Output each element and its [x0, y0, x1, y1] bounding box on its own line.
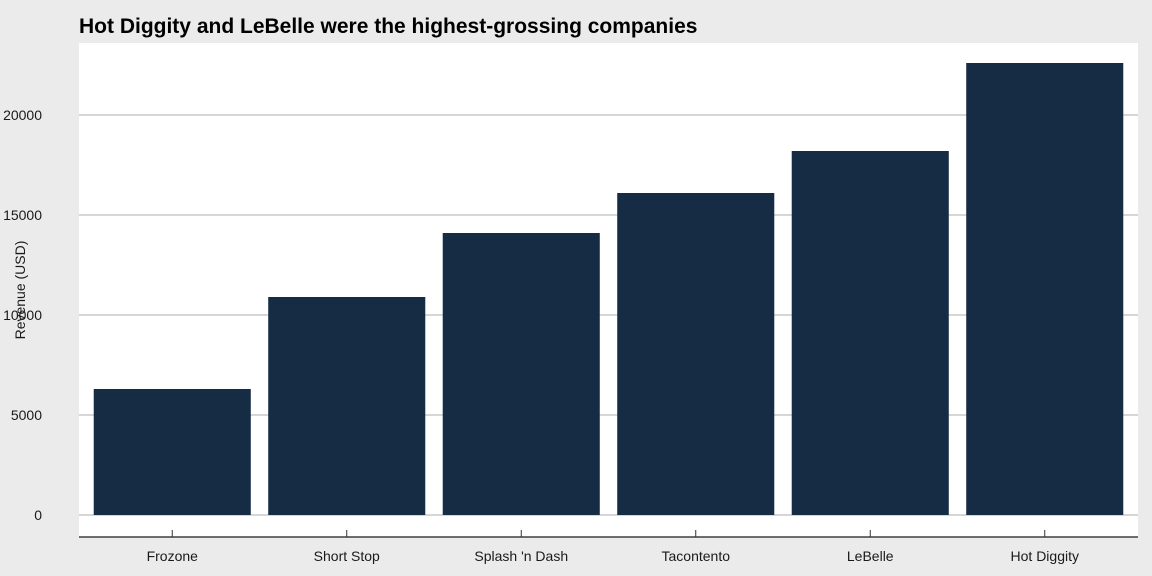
- y-axis: 0 5000 10000 15000 20000: [3, 107, 42, 523]
- x-tick-label: Short Stop: [314, 548, 380, 564]
- y-tick-label: 10000: [3, 307, 42, 323]
- x-tick-label: Tacontento: [662, 548, 731, 564]
- bar: [93, 389, 251, 515]
- x-tick-label: Hot Diggity: [1011, 548, 1079, 564]
- chart-title: Hot Diggity and LeBelle were the highest…: [79, 15, 697, 38]
- y-tick-label: 20000: [3, 107, 42, 123]
- plot-panel: [79, 43, 1138, 537]
- x-tick-label: Frozone: [147, 548, 199, 564]
- bars: [93, 63, 1124, 515]
- y-tick-label: 5000: [11, 407, 42, 423]
- bar: [791, 151, 949, 515]
- gridlines: [79, 114, 1138, 516]
- x-tick-label: LeBelle: [847, 548, 894, 564]
- x-tick-label: Splash 'n Dash: [474, 548, 568, 564]
- bar: [617, 193, 775, 515]
- bar: [268, 297, 426, 515]
- x-axis: Frozone Short Stop Splash 'n Dash Tacontent…: [147, 530, 1079, 564]
- bar: [966, 63, 1124, 515]
- bar: [442, 233, 600, 515]
- y-tick-label: 0: [34, 507, 42, 523]
- y-tick-label: 15000: [3, 207, 42, 223]
- y-axis-label: Revenue (USD): [12, 241, 28, 340]
